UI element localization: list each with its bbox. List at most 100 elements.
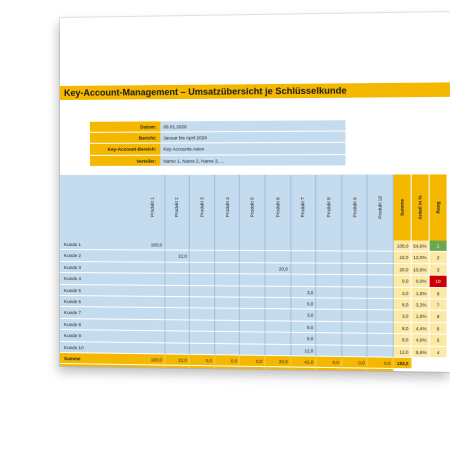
value-cell[interactable] [190,297,215,309]
value-cell[interactable] [190,240,215,252]
value-cell[interactable] [140,251,165,263]
value-cell[interactable] [266,240,291,252]
value-cell[interactable]: 8,0 [291,321,317,333]
value-cell[interactable] [316,345,342,357]
value-cell[interactable] [140,262,165,274]
value-cell[interactable] [240,240,265,252]
value-cell[interactable] [291,252,317,264]
value-cell[interactable] [240,332,265,344]
value-cell[interactable] [165,308,190,320]
value-cell[interactable] [342,310,368,322]
value-cell[interactable] [140,343,165,355]
value-cell[interactable] [368,287,394,299]
value-cell[interactable] [165,239,190,251]
value-cell[interactable] [266,321,291,333]
value-cell[interactable] [291,263,317,275]
value-cell[interactable] [240,298,265,310]
value-cell[interactable] [342,345,368,357]
value-cell[interactable] [215,274,240,286]
value-cell[interactable] [316,263,342,275]
value-cell[interactable]: 3,0 [291,286,317,298]
value-cell[interactable] [316,310,342,322]
value-cell[interactable] [240,251,265,263]
value-cell[interactable] [368,346,394,358]
value-cell[interactable] [165,297,190,309]
value-cell[interactable]: 6,0 [291,298,317,310]
value-cell[interactable] [342,322,368,334]
value-cell[interactable] [266,275,291,287]
value-cell[interactable] [190,320,215,332]
value-cell[interactable] [215,297,240,309]
value-cell[interactable] [190,343,215,355]
value-cell[interactable] [215,332,240,344]
value-cell[interactable] [190,286,215,298]
value-cell[interactable] [342,252,368,264]
value-cell[interactable] [368,299,394,311]
value-cell[interactable] [291,275,317,287]
value-cell[interactable] [316,298,342,310]
value-cell[interactable] [140,274,165,286]
value-cell[interactable] [291,240,317,252]
value-cell[interactable] [215,344,240,356]
value-cell[interactable] [190,263,215,275]
value-cell[interactable] [368,334,394,346]
value-cell[interactable] [140,320,165,332]
value-cell[interactable] [140,285,165,297]
value-cell[interactable] [215,251,240,263]
value-cell[interactable] [342,275,368,287]
value-cell[interactable] [266,344,291,356]
value-cell[interactable] [165,262,190,274]
value-cell[interactable] [190,309,215,321]
info-value-date[interactable]: 09.01.2026 [160,120,345,132]
value-cell[interactable] [190,251,215,263]
value-cell[interactable] [240,321,265,333]
value-cell[interactable] [266,298,291,310]
value-cell[interactable] [368,275,394,287]
value-cell[interactable] [165,285,190,297]
value-cell[interactable] [215,286,240,298]
info-value-area[interactable]: Key Accounts Asien [160,143,345,156]
info-value-report[interactable]: Januar bis April 2026 [160,132,345,144]
value-cell[interactable] [215,263,240,275]
value-cell[interactable]: 22,0 [165,251,190,263]
value-cell[interactable] [316,287,342,299]
value-cell[interactable] [342,287,368,299]
value-cell[interactable] [240,309,265,321]
value-cell[interactable] [368,311,394,323]
value-cell[interactable] [240,274,265,286]
value-cell[interactable] [368,240,394,252]
value-cell[interactable] [266,333,291,345]
value-cell[interactable] [165,320,190,332]
value-cell[interactable] [215,309,240,321]
value-cell[interactable] [316,252,342,264]
value-cell[interactable] [342,334,368,346]
value-cell[interactable]: 12,0 [291,345,317,357]
value-cell[interactable] [342,299,368,311]
value-cell[interactable] [316,322,342,334]
value-cell[interactable] [240,286,265,298]
value-cell[interactable] [215,321,240,333]
value-cell[interactable] [140,308,165,320]
value-cell[interactable] [266,309,291,321]
value-cell[interactable] [140,297,165,309]
value-cell[interactable]: 100,0 [140,239,165,251]
value-cell[interactable] [165,274,190,286]
info-value-distribution[interactable]: Name 1, Name 2, Name 3, ... [160,155,345,167]
value-cell[interactable] [342,240,368,252]
value-cell[interactable] [190,274,215,286]
value-cell[interactable] [316,240,342,252]
value-cell[interactable] [368,264,394,276]
value-cell[interactable]: 20,0 [266,263,291,275]
value-cell[interactable] [266,286,291,298]
value-cell[interactable] [368,252,394,264]
value-cell[interactable] [240,344,265,356]
value-cell[interactable] [190,332,215,344]
value-cell[interactable] [165,343,190,355]
value-cell[interactable] [240,263,265,275]
value-cell[interactable] [316,275,342,287]
value-cell[interactable] [140,331,165,343]
value-cell[interactable]: 3,0 [291,310,317,322]
value-cell[interactable]: 9,0 [291,333,317,345]
value-cell[interactable] [266,251,291,263]
value-cell[interactable] [215,240,240,252]
